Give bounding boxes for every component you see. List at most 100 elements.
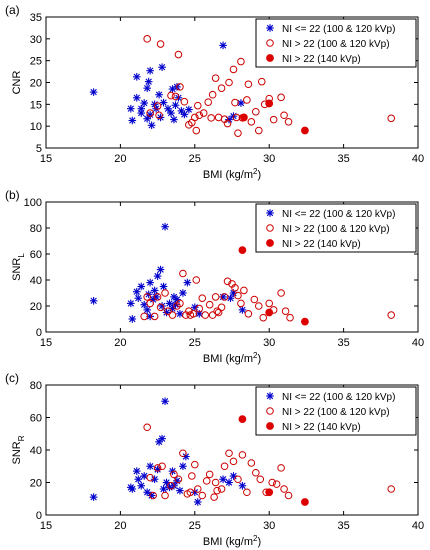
data-point — [156, 113, 165, 122]
series-2 — [143, 35, 396, 137]
x-tick-label: 40 — [412, 520, 424, 532]
data-point — [217, 84, 226, 92]
data-point — [150, 312, 159, 321]
data-point — [191, 460, 199, 469]
data-point — [186, 311, 195, 319]
chart-panel-2: (b) 15 20 25 30 35 40 0 20 40 60 80 100 BMI (kg/m2) SN… — [5, 188, 424, 365]
data-point — [193, 101, 202, 110]
data-point — [132, 287, 141, 296]
data-point — [210, 493, 218, 501]
data-point — [146, 109, 154, 117]
data-point — [153, 293, 162, 301]
data-point — [161, 222, 169, 231]
data-point — [179, 289, 187, 297]
data-point — [204, 98, 212, 106]
data-point — [250, 295, 259, 304]
series-3 — [240, 99, 309, 135]
data-point — [188, 472, 196, 480]
data-point — [156, 303, 165, 312]
data-point — [220, 462, 229, 471]
data-point — [159, 485, 168, 493]
data-point — [176, 299, 184, 308]
x-tick-label: 20 — [114, 337, 126, 349]
data-point — [202, 477, 211, 485]
y-tick-label: 15 — [30, 99, 42, 111]
x-tick-label: 40 — [412, 153, 424, 165]
data-point — [301, 498, 309, 506]
x-axis-label: BMI (kg/m2) — [203, 534, 261, 548]
data-point — [198, 491, 207, 500]
data-point — [128, 116, 137, 125]
data-point — [243, 96, 251, 104]
data-point — [171, 92, 180, 101]
data-point — [265, 308, 274, 317]
data-point — [259, 313, 268, 322]
x-tick-label: 20 — [114, 520, 126, 532]
data-point — [171, 101, 180, 110]
data-point — [170, 470, 178, 479]
data-point — [277, 93, 285, 102]
data-point — [192, 276, 201, 284]
y-tick-label: 20 — [30, 78, 42, 90]
x-tick-label: 35 — [337, 520, 349, 532]
data-point — [268, 478, 276, 487]
data-point — [231, 284, 239, 292]
data-point — [217, 485, 226, 493]
y-axis-label: SNRL — [11, 253, 26, 281]
data-point — [238, 246, 247, 255]
series-1 — [89, 222, 247, 323]
data-point — [146, 473, 154, 482]
y-tick-label: 60 — [30, 249, 42, 261]
data-point — [134, 475, 143, 484]
data-point — [254, 302, 263, 310]
x-tick-label: 25 — [189, 153, 201, 165]
data-point — [167, 109, 175, 117]
data-point — [277, 464, 285, 472]
data-point — [240, 113, 248, 122]
data-point — [140, 99, 149, 107]
data-point — [158, 302, 166, 310]
data-point — [143, 423, 151, 432]
y-axis-label-subscript: L — [17, 253, 26, 258]
legend-box — [255, 18, 417, 68]
data-point — [257, 77, 266, 86]
legend-entry: NI > 22 (100 & 120 kVp) — [282, 407, 390, 418]
data-point — [387, 485, 396, 493]
data-point — [167, 481, 175, 490]
data-point — [149, 491, 157, 500]
data-point — [217, 303, 226, 312]
data-point — [143, 293, 151, 301]
data-point — [252, 107, 260, 116]
y-tick-label: 40 — [30, 275, 42, 287]
x-tick-label: 15 — [40, 153, 52, 165]
data-point — [150, 286, 159, 295]
data-point — [158, 462, 166, 471]
legend-marker — [266, 209, 274, 217]
x-tick-label: 25 — [189, 520, 201, 532]
data-point — [193, 485, 202, 493]
legend-marker — [266, 392, 274, 400]
data-point — [301, 317, 309, 326]
y-tick-label: 5 — [36, 143, 42, 155]
data-point — [225, 478, 233, 487]
data-point — [213, 307, 221, 316]
data-point — [247, 118, 256, 126]
data-point — [140, 312, 149, 321]
panel-label: (b) — [5, 188, 20, 202]
data-point — [128, 485, 137, 493]
data-point — [155, 90, 163, 99]
data-point — [269, 115, 278, 124]
y-axis-label: SNRR — [11, 435, 26, 464]
data-point — [244, 310, 253, 318]
panel-label: (a) — [5, 3, 20, 17]
data-point — [127, 299, 135, 308]
y-tick-label: 10 — [30, 121, 42, 133]
legend-marker — [266, 239, 274, 247]
x-axis-label-end: ) — [257, 536, 261, 548]
legend-entry: NI <= 22 (100 & 120 kVp) — [282, 209, 395, 220]
data-point — [153, 464, 162, 472]
data-point — [127, 104, 135, 113]
data-point — [280, 485, 288, 493]
data-point — [229, 457, 238, 466]
data-point — [156, 265, 165, 274]
